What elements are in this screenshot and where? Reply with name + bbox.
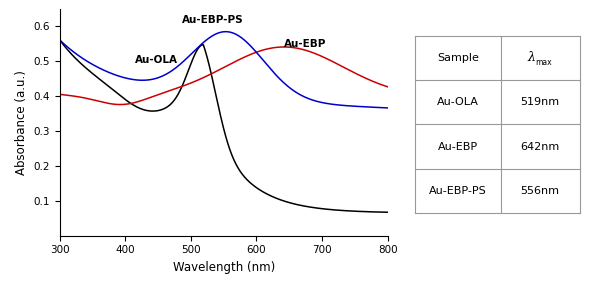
Text: Au-EBP: Au-EBP	[438, 141, 478, 152]
Text: 519nm: 519nm	[521, 97, 560, 107]
Text: 642nm: 642nm	[521, 141, 560, 152]
Text: Au-EBP-PS: Au-EBP-PS	[182, 14, 244, 24]
Text: Au-OLA: Au-OLA	[437, 97, 479, 107]
Text: Au-EBP-PS: Au-EBP-PS	[429, 186, 487, 196]
Text: 556nm: 556nm	[521, 186, 559, 196]
Text: Sample: Sample	[437, 53, 479, 63]
Text: max: max	[536, 58, 552, 66]
Text: λ: λ	[527, 51, 535, 64]
Text: Au-EBP: Au-EBP	[284, 39, 327, 49]
Text: Au-OLA: Au-OLA	[135, 55, 178, 65]
X-axis label: Wavelength (nm): Wavelength (nm)	[173, 261, 275, 274]
Y-axis label: Absorbance (a.u.): Absorbance (a.u.)	[15, 70, 28, 175]
